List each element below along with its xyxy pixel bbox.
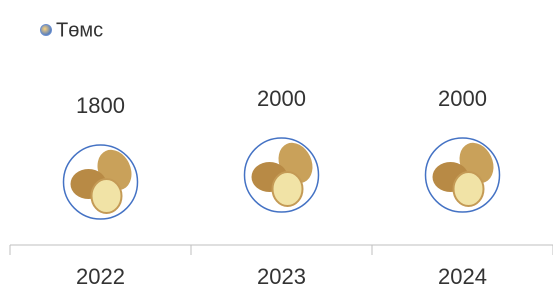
x-tick-label: 2022 bbox=[76, 264, 125, 289]
value-label: 1800 bbox=[76, 93, 125, 118]
x-tick-label: 2023 bbox=[257, 264, 306, 289]
pictogram bbox=[426, 137, 500, 212]
potato-cut bbox=[92, 179, 122, 213]
pictogram bbox=[64, 144, 138, 219]
pictogram bbox=[245, 137, 319, 212]
value-label: 2000 bbox=[257, 86, 306, 111]
chart: Төмс 2022 1800 2023 2000 2024 2000 bbox=[0, 0, 553, 291]
legend-icon bbox=[41, 25, 52, 36]
value-label: 2000 bbox=[438, 86, 487, 111]
x-tick-label: 2024 bbox=[438, 264, 487, 289]
potato-cut bbox=[454, 172, 484, 206]
legend-label: Төмс bbox=[56, 19, 103, 41]
potato-cut bbox=[273, 172, 303, 206]
